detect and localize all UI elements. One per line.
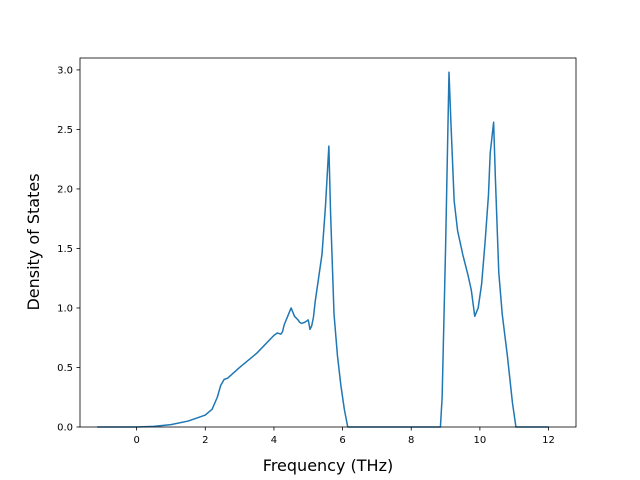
x-axis-ticks: 0 2 4 6 8 10 12 (133, 427, 555, 446)
y-axis-label: Density of States (24, 173, 43, 310)
y-tick-label: 1.5 (57, 244, 73, 255)
y-tick-label: 0.5 (57, 363, 73, 374)
plot-area (79, 57, 577, 428)
y-tick-label: 2.0 (57, 184, 73, 195)
x-tick-label: 6 (339, 435, 345, 446)
y-tick-label: 1.0 (57, 303, 73, 314)
x-tick-label: 8 (408, 435, 414, 446)
y-tick-label: 3.0 (57, 65, 73, 76)
y-tick-label: 0.0 (57, 423, 73, 434)
y-tick-label: 2.5 (57, 125, 73, 136)
x-axis-label: Frequency (THz) (263, 456, 393, 475)
x-tick-label: 0 (133, 435, 139, 446)
x-tick-label: 10 (474, 435, 487, 446)
y-axis-ticks: 0.0 0.5 1.0 1.5 2.0 2.5 3.0 (57, 65, 80, 434)
axes-frame (79, 57, 577, 428)
x-tick-label: 12 (542, 435, 555, 446)
x-tick-label: 2 (202, 435, 208, 446)
x-tick-label: 4 (271, 435, 277, 446)
series-line-0 (97, 71, 549, 428)
